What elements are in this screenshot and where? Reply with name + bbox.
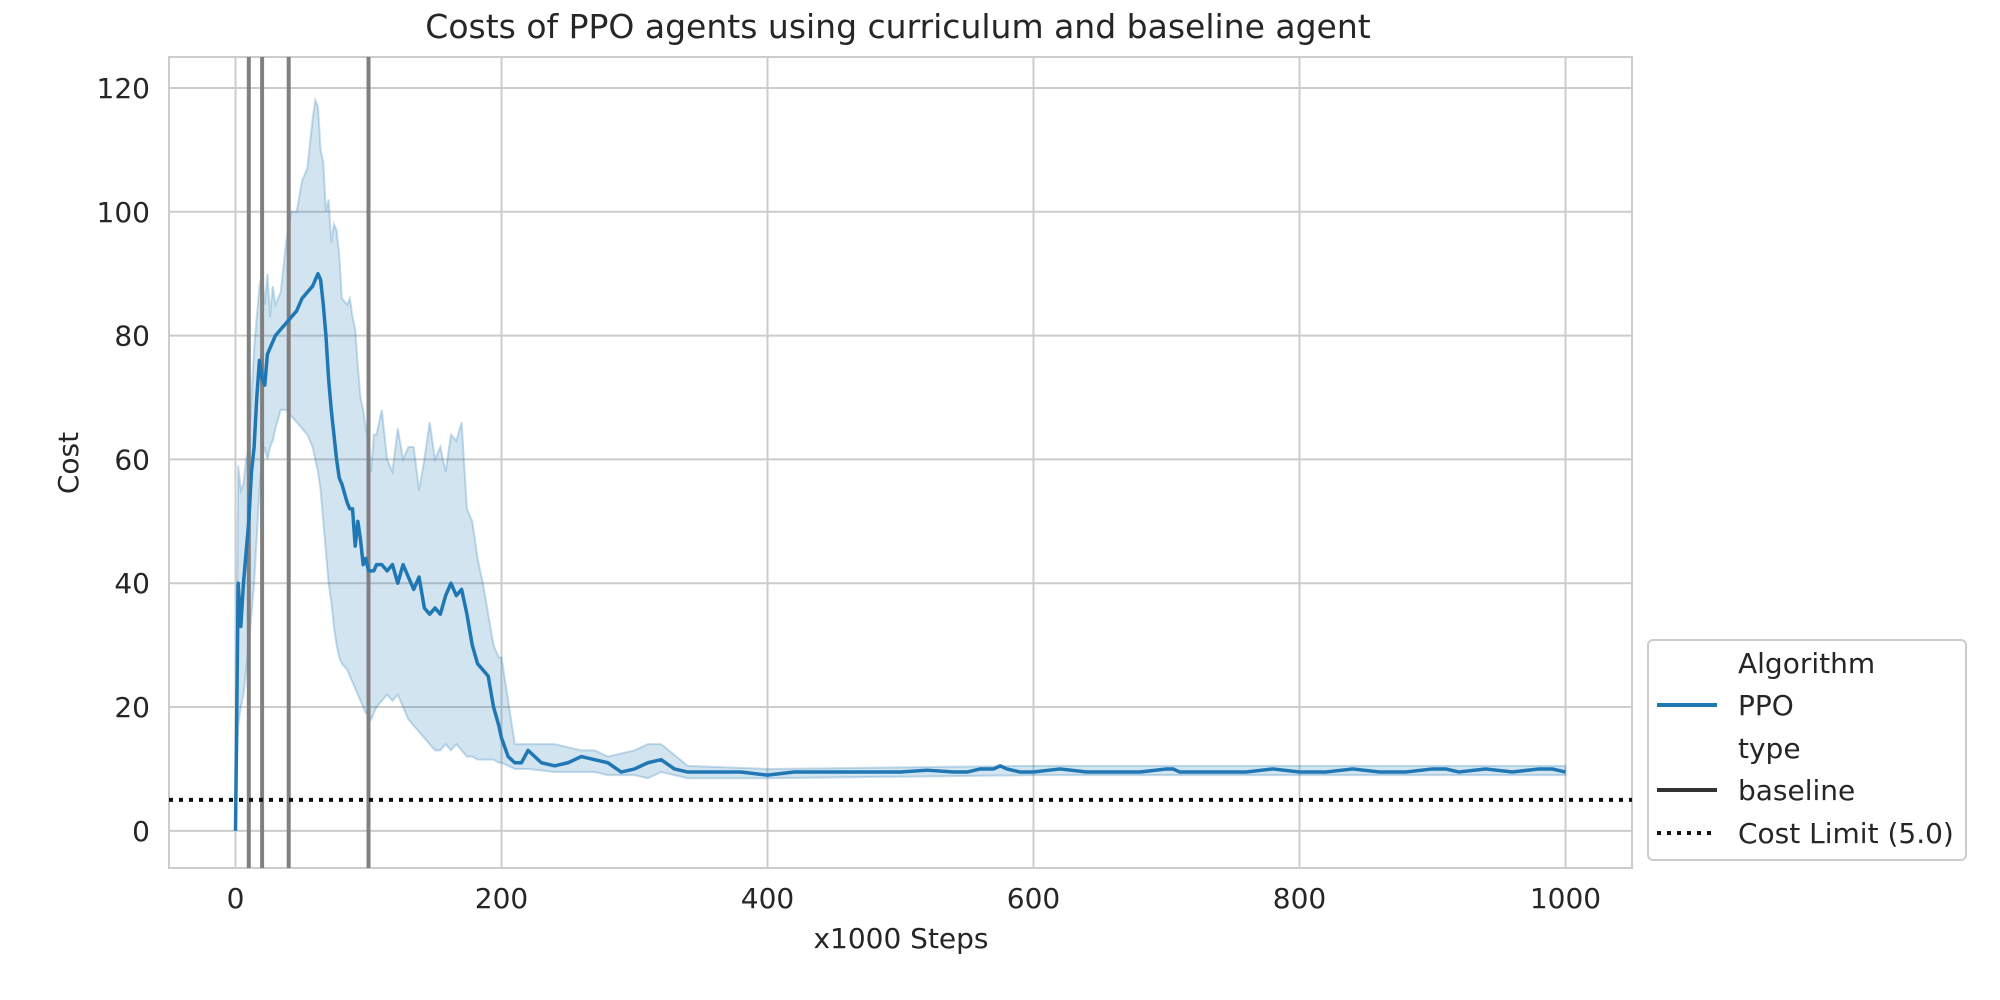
x-tick-label: 1000	[1530, 882, 1601, 915]
y-tick-label: 20	[114, 691, 150, 724]
legend: Algorithm PPO type baseline Cost Limit (…	[1647, 639, 1967, 861]
curriculum-vlines	[246, 57, 371, 868]
y-axis-title: Cost	[52, 432, 85, 494]
y-tick-label: 60	[114, 443, 150, 476]
x-axis-title: x1000 Steps	[813, 922, 988, 955]
legend-frame	[1647, 639, 1967, 861]
x-tick-label: 0	[227, 882, 245, 915]
x-tick-label: 400	[741, 882, 794, 915]
x-tick-label: 200	[475, 882, 528, 915]
y-tick-label: 0	[132, 815, 150, 848]
y-tick-label: 40	[114, 567, 150, 600]
legend-label-ppo: PPO	[1738, 689, 1794, 722]
chart-title: Costs of PPO agents using curriculum and…	[425, 7, 1370, 46]
x-axis-ticks: 0 200 400 600 800 1000	[227, 882, 1602, 915]
y-tick-label: 100	[97, 196, 150, 229]
legend-label-baseline: baseline	[1738, 774, 1855, 807]
series-line-ppo	[233, 271, 1566, 831]
legend-header-type: type	[1738, 732, 1801, 765]
y-axis-ticks: 0 20 40 60 80 100 120	[97, 72, 150, 848]
plot-frame	[168, 56, 1633, 869]
plot-area	[168, 56, 1633, 869]
x-tick-label: 600	[1007, 882, 1060, 915]
legend-header-algorithm: Algorithm	[1738, 647, 1875, 680]
y-tick-label: 120	[97, 72, 150, 105]
y-tick-label: 80	[114, 320, 150, 353]
legend-label-cost-limit: Cost Limit (5.0)	[1738, 817, 1954, 850]
series-layer	[233, 271, 1566, 831]
x-tick-label: 800	[1273, 882, 1326, 915]
